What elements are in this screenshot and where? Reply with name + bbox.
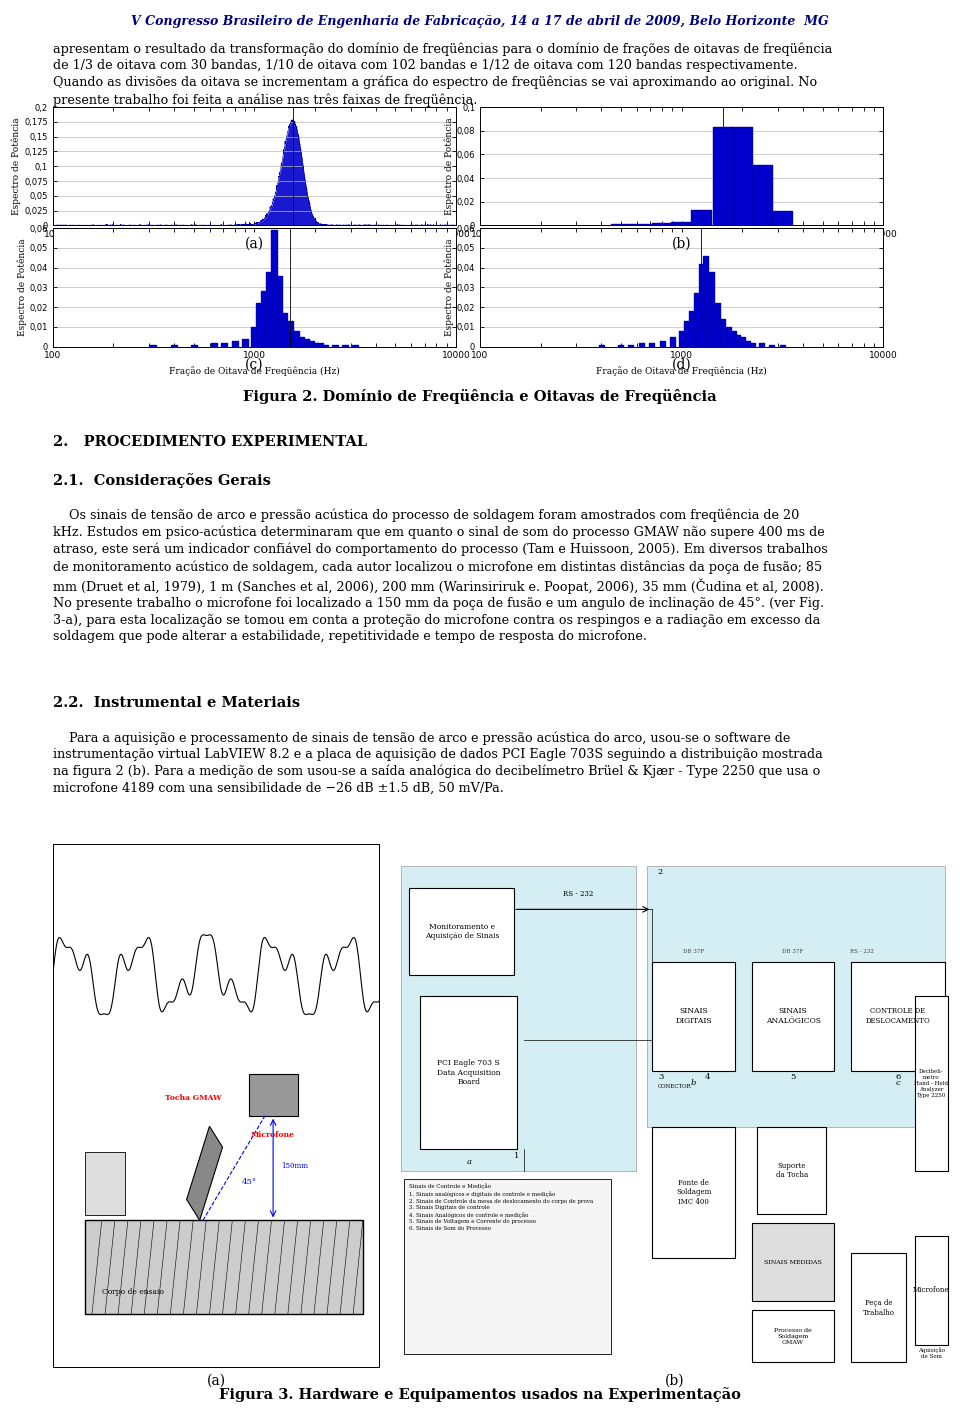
Text: d: d (790, 1310, 796, 1317)
Text: (b): (b) (664, 1374, 684, 1388)
Text: 2: 2 (658, 868, 663, 876)
Text: 2.   PROCEDIMENTO EXPERIMENTAL: 2. PROCEDIMENTO EXPERIMENTAL (53, 435, 367, 449)
Text: Figura 3. Hardware e Equipamentos usados na Experimentação: Figura 3. Hardware e Equipamentos usados… (219, 1386, 741, 1402)
Text: Suporte
da Tocha: Suporte da Tocha (776, 1162, 807, 1179)
Text: Decibeli-
metro
Hand - Held
Analyzer
Type 2250: Decibeli- metro Hand - Held Analyzer Typ… (914, 1069, 948, 1098)
Y-axis label: Espectro de Potência: Espectro de Potência (17, 238, 27, 337)
X-axis label: Fração de Oitava de Freqüência (Hz): Fração de Oitava de Freqüência (Hz) (596, 245, 767, 255)
Text: 2.1.  Considerações Gerais: 2.1. Considerações Gerais (53, 473, 271, 489)
Bar (851, 1254, 906, 1363)
Text: SINAIS MEDIDAS: SINAIS MEDIDAS (764, 1260, 822, 1265)
Text: 3: 3 (658, 1074, 663, 1081)
Y-axis label: Espectro de Potência: Espectro de Potência (444, 238, 454, 337)
Bar (404, 1179, 611, 1354)
Text: V Congresso Brasileiro de Engenharia de Fabricação, 14 a 17 de abril de 2009, Be: V Congresso Brasileiro de Engenharia de … (132, 14, 828, 28)
Text: Microfone: Microfone (913, 1286, 949, 1295)
Bar (915, 1236, 948, 1346)
Text: RS - 232: RS - 232 (851, 948, 874, 954)
Bar (85, 1153, 125, 1215)
Bar (647, 865, 945, 1127)
Bar (851, 961, 945, 1071)
Text: Corpo de ensaio: Corpo de ensaio (102, 1288, 163, 1295)
Text: b: b (691, 1079, 696, 1088)
Text: Sinais de Controle e Medição
1. Sinais analógicos e digitais de controle e mediç: Sinais de Controle e Medição 1. Sinais a… (410, 1184, 593, 1231)
Text: RS - 232: RS - 232 (563, 890, 593, 899)
Text: Peça de
Trabalho: Peça de Trabalho (863, 1299, 895, 1316)
Text: SINAIS
DIGITAIS: SINAIS DIGITAIS (676, 1007, 712, 1024)
Bar (752, 961, 834, 1071)
Text: 2.2.  Instrumental e Materiais: 2.2. Instrumental e Materiais (53, 696, 300, 710)
Text: (b): (b) (672, 237, 691, 251)
Text: 5: 5 (790, 1074, 796, 1081)
Bar (249, 1074, 298, 1116)
Text: (a): (a) (245, 237, 264, 251)
Bar (752, 1310, 834, 1363)
Y-axis label: Espectro de Potência: Espectro de Potência (12, 117, 21, 216)
Text: PCI Eagle 703 S
Data Acquisition
Board: PCI Eagle 703 S Data Acquisition Board (437, 1060, 500, 1086)
Bar (420, 996, 517, 1148)
Bar (653, 961, 735, 1071)
Text: Monitoramento e
Aquisição de Sinais: Monitoramento e Aquisição de Sinais (424, 923, 499, 940)
Text: Processo de
Soldagem
GMAW: Processo de Soldagem GMAW (774, 1327, 812, 1344)
X-axis label: Freqüência (Hz): Freqüência (Hz) (217, 245, 292, 255)
Text: (a): (a) (206, 1374, 226, 1388)
Text: 150mm: 150mm (281, 1162, 308, 1169)
Text: 4: 4 (705, 1074, 710, 1081)
Bar (915, 996, 948, 1171)
Text: 1: 1 (515, 1151, 519, 1160)
Text: a: a (467, 1158, 471, 1165)
Text: 45°: 45° (242, 1178, 257, 1186)
Bar (653, 1127, 735, 1258)
Text: (d): (d) (672, 358, 691, 372)
Text: Microfone: Microfone (252, 1131, 295, 1138)
Text: Fonte de
Soldagem
IMC 400: Fonte de Soldagem IMC 400 (676, 1179, 711, 1206)
Text: DB 37F: DB 37F (782, 948, 804, 954)
Y-axis label: Espectro de Potência: Espectro de Potência (444, 117, 454, 216)
Text: c: c (896, 1079, 900, 1088)
Bar (410, 888, 515, 975)
Polygon shape (186, 1126, 223, 1220)
Text: Os sinais de tensão de arco e pressão acústica do processo de soldagem foram amo: Os sinais de tensão de arco e pressão ac… (53, 509, 828, 643)
Text: CONTROLE DE
DESLOCAMENTO: CONTROLE DE DESLOCAMENTO (866, 1007, 930, 1024)
Text: DB 37F: DB 37F (684, 948, 705, 954)
Text: SINAIS
ANALÓGICOS: SINAIS ANALÓGICOS (765, 1007, 821, 1024)
Text: Aquisição
de Som: Aquisição de Som (918, 1347, 945, 1360)
Bar (85, 1220, 363, 1315)
Text: Para a aquisição e processamento de sinais de tensão de arco e pressão acústica : Para a aquisição e processamento de sina… (53, 731, 823, 795)
Bar (401, 865, 636, 1171)
X-axis label: Fração de Oitava de Freqüência (Hz): Fração de Oitava de Freqüência (Hz) (596, 366, 767, 376)
Text: Figura 2. Domínio de Freqüência e Oitavas de Freqüência: Figura 2. Domínio de Freqüência e Oitava… (243, 389, 717, 404)
Text: (c): (c) (245, 358, 264, 372)
Text: CONECTOR: CONECTOR (658, 1084, 691, 1089)
X-axis label: Fração de Oitava de Freqüência (Hz): Fração de Oitava de Freqüência (Hz) (169, 366, 340, 376)
Text: 6: 6 (896, 1074, 900, 1081)
Bar (757, 1127, 827, 1215)
Text: Tocha GMAW: Tocha GMAW (165, 1095, 222, 1102)
Bar (752, 1223, 834, 1302)
Text: apresentam o resultado da transformação do domínio de freqüências para o domínio: apresentam o resultado da transformação … (53, 42, 832, 107)
